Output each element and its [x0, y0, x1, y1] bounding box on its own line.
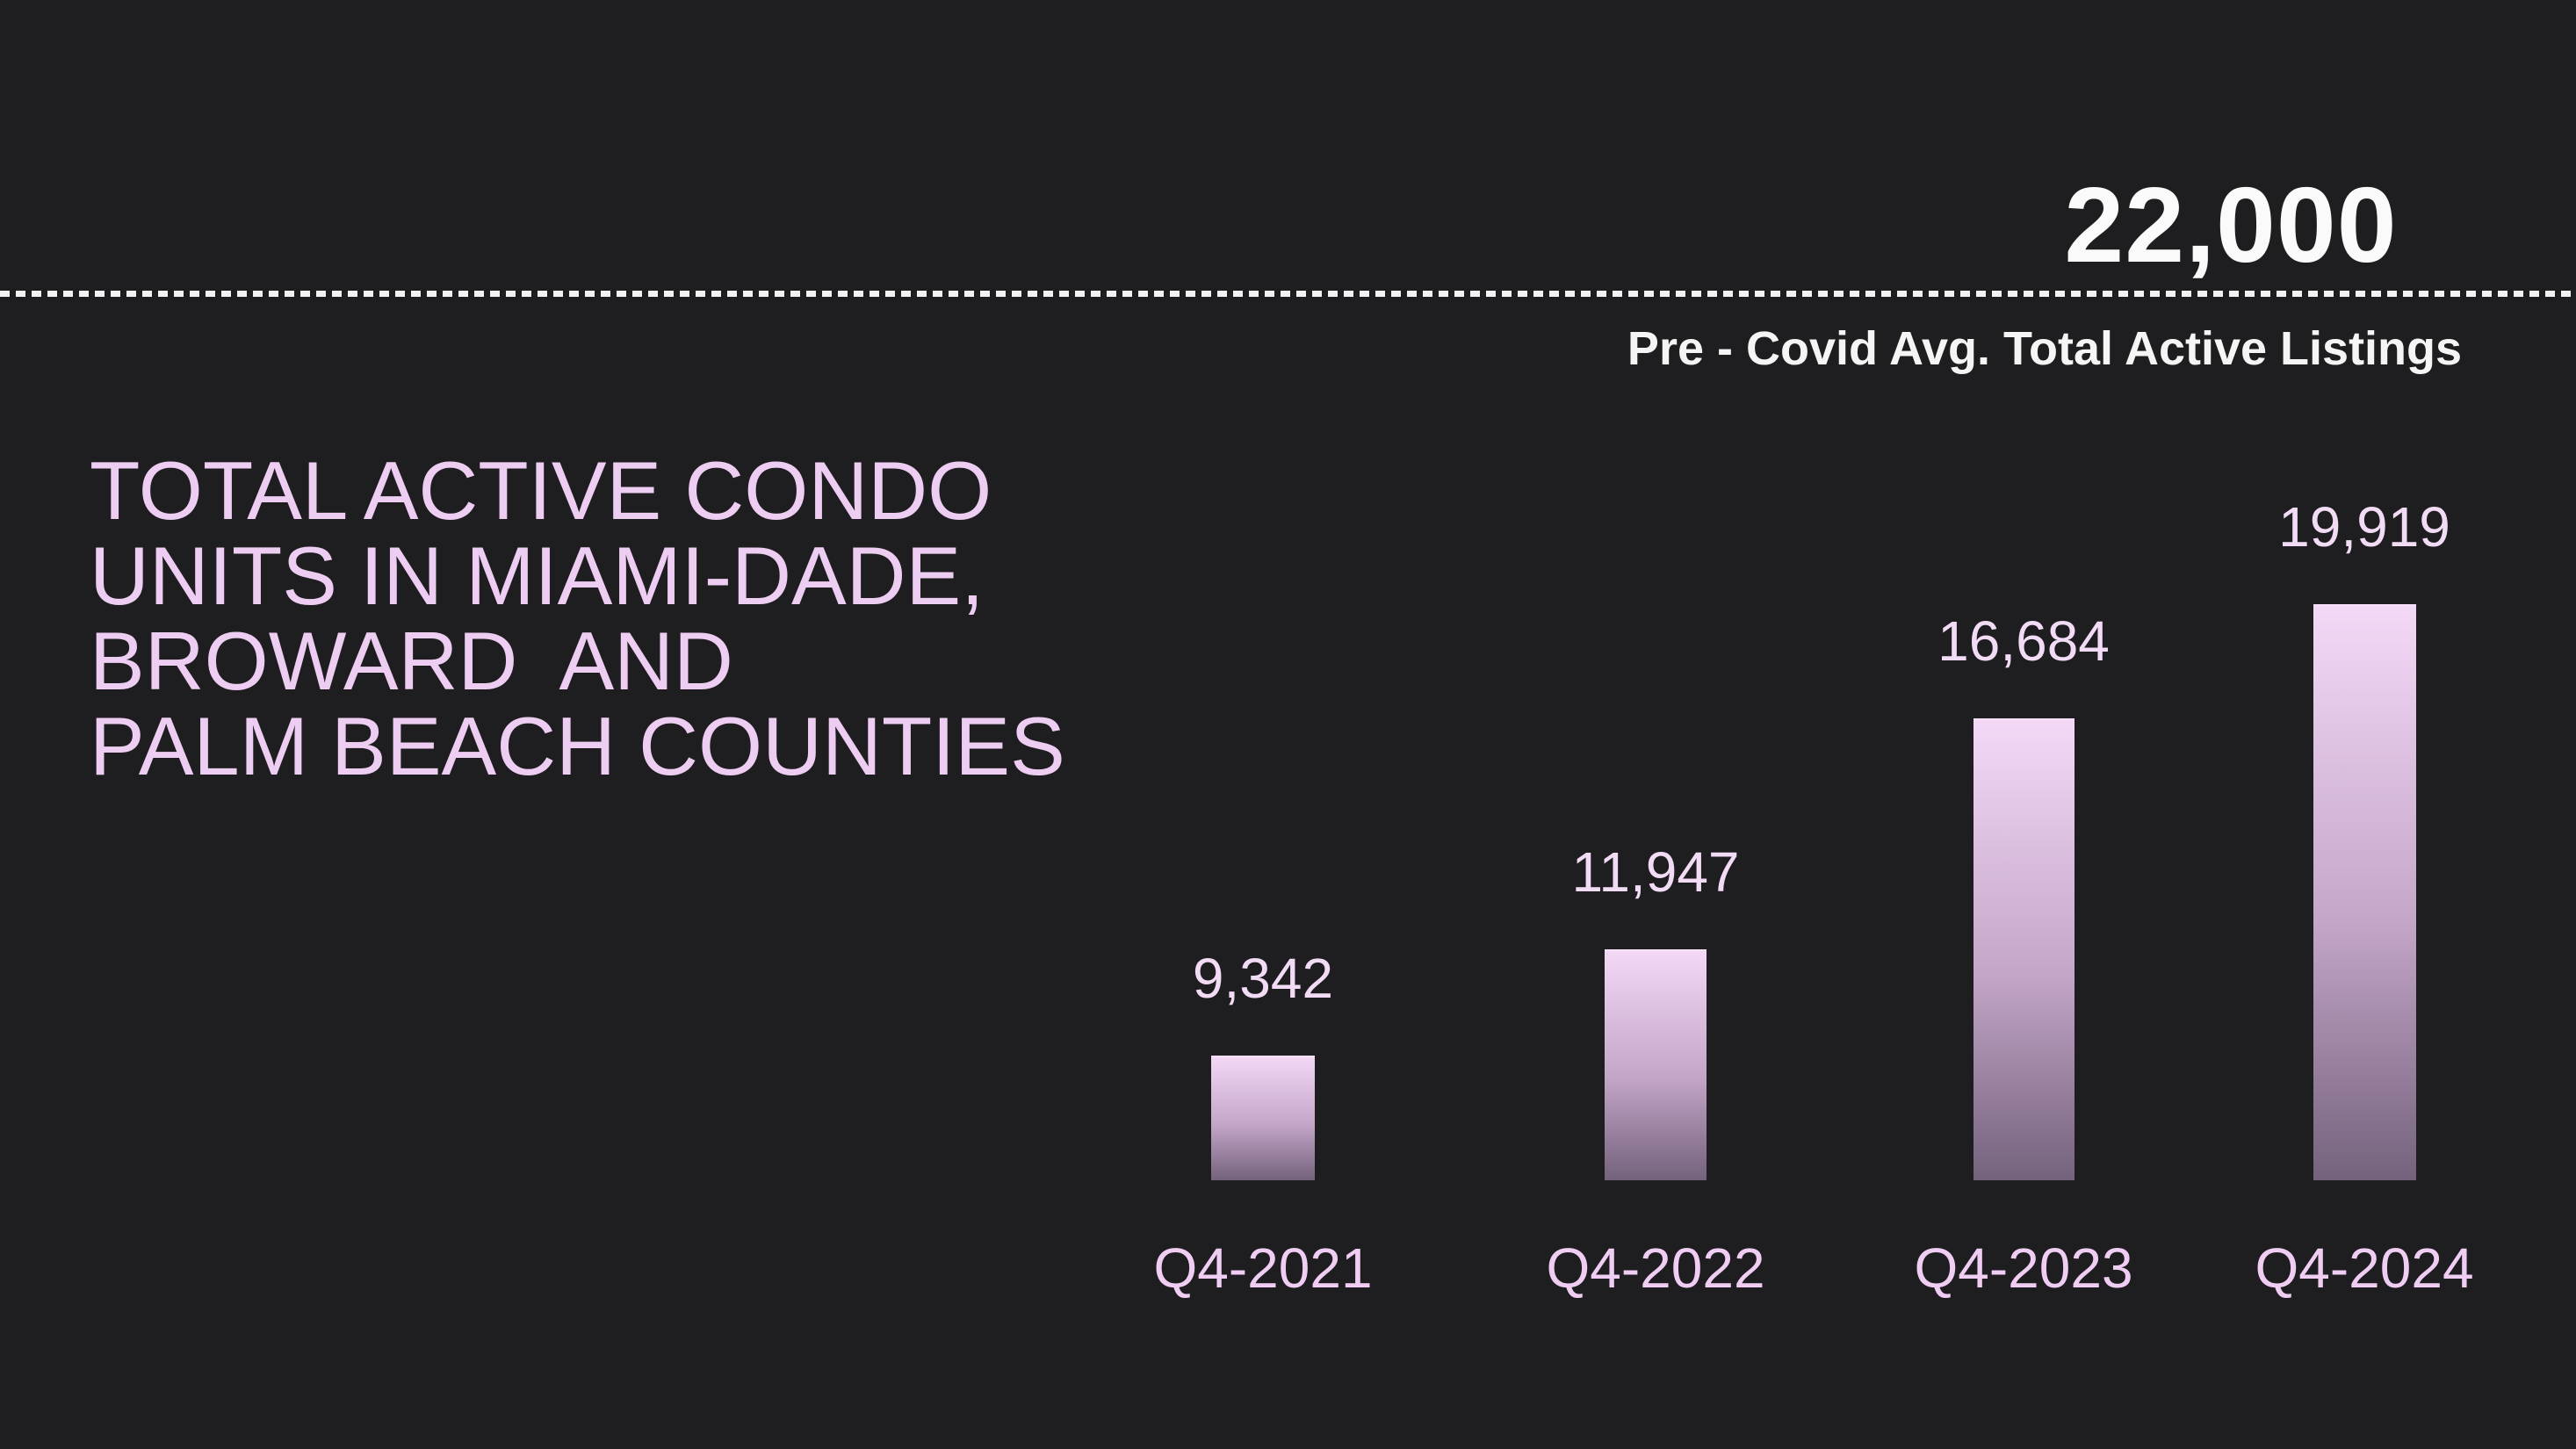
bar-q4-2024	[2313, 604, 2416, 1180]
chart-title-line-1: TOTAL ACTIVE CONDO	[90, 444, 992, 537]
bar-value-label: 11,947	[1571, 840, 1740, 904]
category-label: Q4-2022	[1546, 1236, 1765, 1300]
category-label: Q4-2023	[1914, 1236, 2133, 1300]
chart-title-line-4: PALM BEACH COUNTIES	[90, 700, 1065, 792]
bar-value-label: 19,919	[2278, 495, 2450, 559]
chart-title: TOTAL ACTIVE CONDO UNITS IN MIAMI-DADE, …	[90, 448, 1065, 789]
chart-title-line-2: UNITS IN MIAMI-DADE,	[90, 530, 985, 622]
bar-q4-2022	[1605, 949, 1707, 1180]
reference-value-label: 22,000	[2064, 165, 2398, 285]
bar-q4-2023	[1973, 718, 2075, 1180]
bar-q4-2021	[1211, 1056, 1315, 1180]
chart-title-line-3: BROWARD AND	[90, 615, 733, 707]
reference-caption: Pre - Covid Avg. Total Active Listings	[1627, 322, 2463, 375]
category-label: Q4-2021	[1153, 1236, 1373, 1300]
reference-dashed-line	[0, 291, 2576, 297]
bar-value-label: 9,342	[1192, 947, 1334, 1010]
category-label: Q4-2024	[2255, 1236, 2474, 1300]
bar-value-label: 16,684	[1937, 609, 2110, 673]
